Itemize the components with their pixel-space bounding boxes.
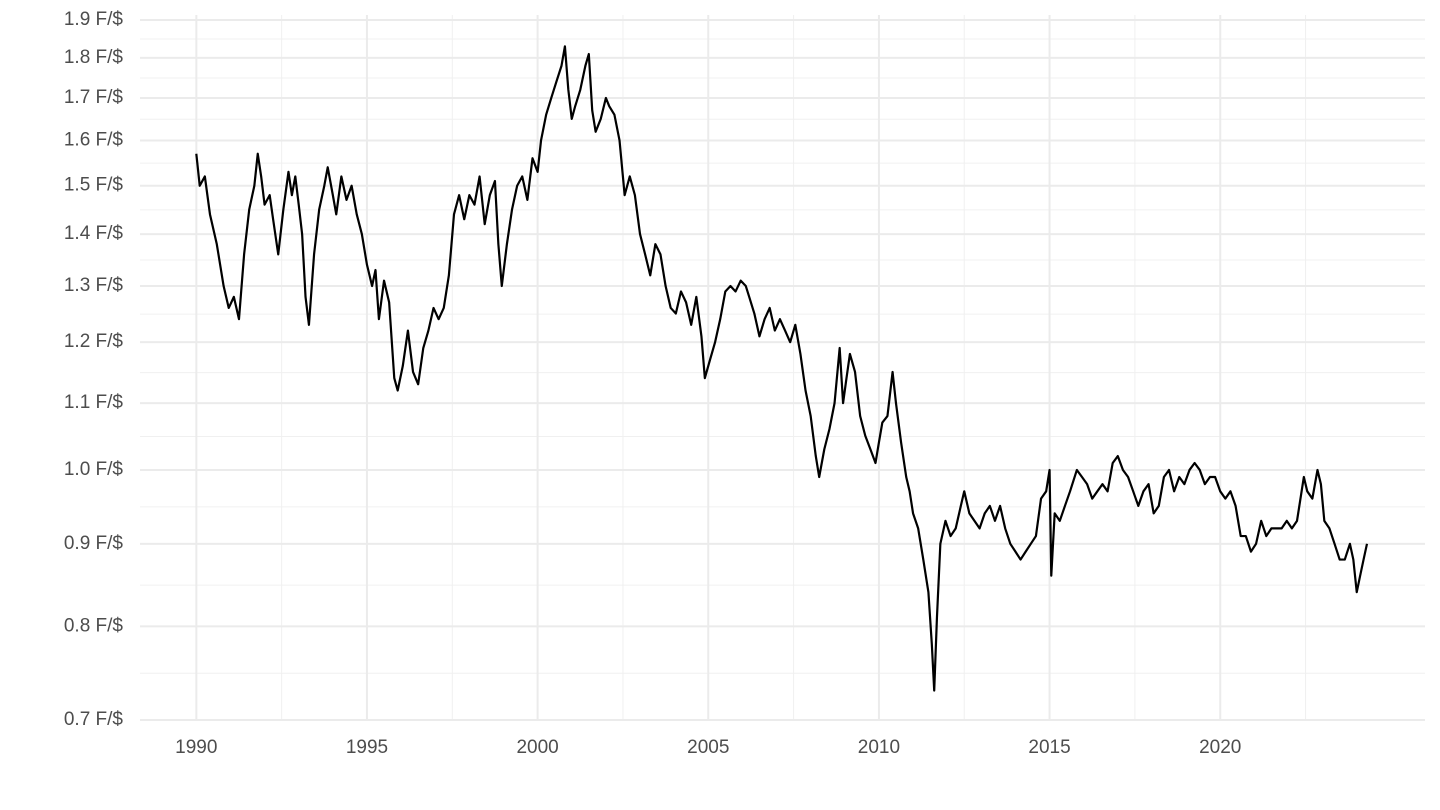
y-tick-label: 1.9 F/$ xyxy=(64,9,124,30)
y-tick-label: 1.5 F/$ xyxy=(64,175,124,196)
y-tick-label: 0.8 F/$ xyxy=(64,615,124,636)
data-line xyxy=(195,45,1369,692)
x-tick-label: 2020 xyxy=(1199,737,1241,758)
y-tick-label: 1.7 F/$ xyxy=(64,87,124,108)
y-tick-label: 0.7 F/$ xyxy=(64,709,124,730)
x-tick-label: 2005 xyxy=(687,737,729,758)
x-tick-label: 2000 xyxy=(516,737,558,758)
y-tick-label: 0.9 F/$ xyxy=(64,533,124,554)
y-tick-label: 1.6 F/$ xyxy=(64,129,124,150)
x-tick-label: 1995 xyxy=(346,737,388,758)
y-tick-label: 1.3 F/$ xyxy=(64,275,124,296)
y-tick-label: 1.4 F/$ xyxy=(64,223,124,244)
x-tick-label: 2010 xyxy=(858,737,900,758)
y-tick-label: 1.1 F/$ xyxy=(64,392,124,413)
x-tick-label: 1990 xyxy=(175,737,217,758)
y-tick-label: 1.8 F/$ xyxy=(64,47,124,68)
y-tick-label: 1.2 F/$ xyxy=(64,331,124,352)
x-tick-label: 2015 xyxy=(1028,737,1070,758)
y-tick-label: 1.0 F/$ xyxy=(64,459,124,480)
